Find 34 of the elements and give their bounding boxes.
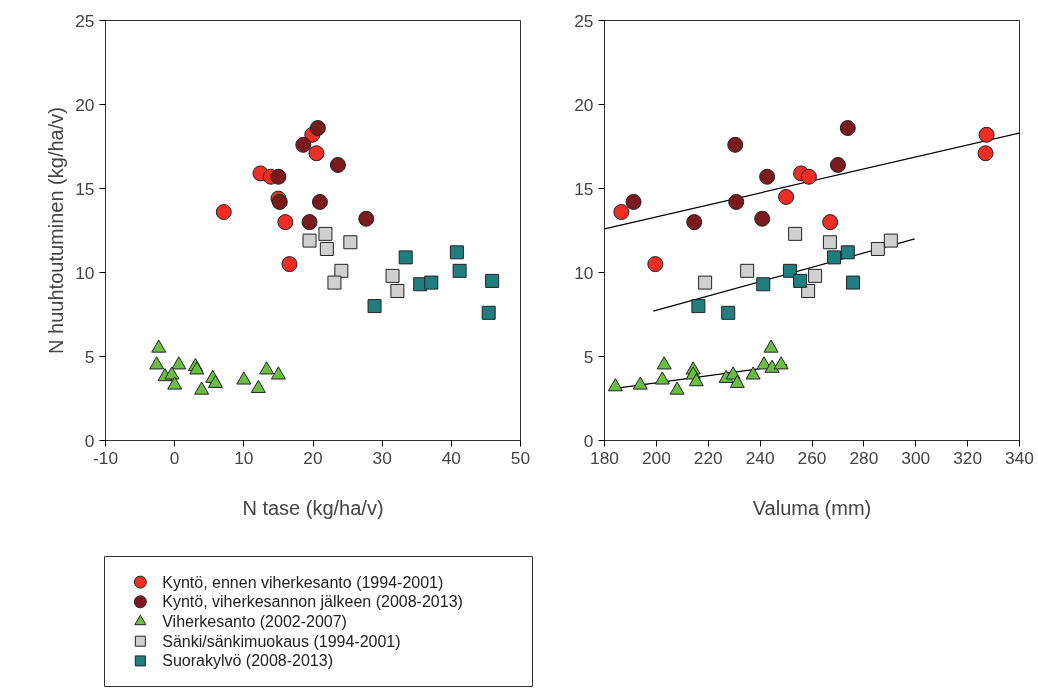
y-tick-label: 10 (75, 262, 95, 283)
legend-label: Viherkesanto (2002-2007) (162, 613, 347, 630)
x-tick-label: 0 (169, 447, 180, 468)
y-axis-title: N huuhtoutuminen (kg/ha/v) (45, 107, 68, 354)
legend-label: Suorakylvö (2008-2013) (162, 652, 333, 670)
x-tick-label: 260 (797, 447, 827, 468)
x-tick-label: 20 (303, 447, 323, 468)
y-tick-label: 10 (574, 262, 594, 283)
x-axis-title: Valuma (mm) (752, 496, 872, 519)
legend-label: Kyntö, ennen viherkesanto (1994-2001) (162, 573, 444, 591)
y-tick-label: 20 (75, 94, 95, 115)
x-tick-label: 10 (234, 447, 254, 468)
x-tick-label: 300 (901, 447, 931, 468)
y-tick-label: 15 (75, 178, 95, 199)
y-tick-label: 5 (583, 346, 594, 367)
x-axis-title: N tase (kg/ha/v) (242, 496, 384, 519)
x-tick-label: 280 (849, 447, 879, 468)
x-tick-label: -10 (92, 447, 119, 468)
y-tick-label: 15 (574, 178, 594, 199)
x-tick-label: 200 (641, 447, 671, 468)
x-tick-label: 50 (510, 447, 531, 468)
y-tick-label: 25 (75, 10, 95, 31)
x-tick-label: 30 (372, 447, 392, 468)
y-tick-label: 0 (84, 430, 95, 451)
x-tick-label: 40 (441, 447, 461, 468)
x-tick-label: 320 (953, 447, 983, 468)
y-tick-label: 25 (574, 10, 594, 31)
x-tick-label: 240 (745, 447, 775, 468)
x-tick-label: 220 (693, 447, 723, 468)
legend-label: Kyntö, viherkesannon jälkeen (2008-2013) (162, 593, 463, 611)
x-tick-label: 340 (1005, 447, 1034, 468)
y-tick-label: 20 (574, 94, 594, 115)
legend-label: Sänki/sänkimuokaus (1994-2001) (162, 632, 401, 650)
y-tick-label: 5 (84, 346, 95, 367)
